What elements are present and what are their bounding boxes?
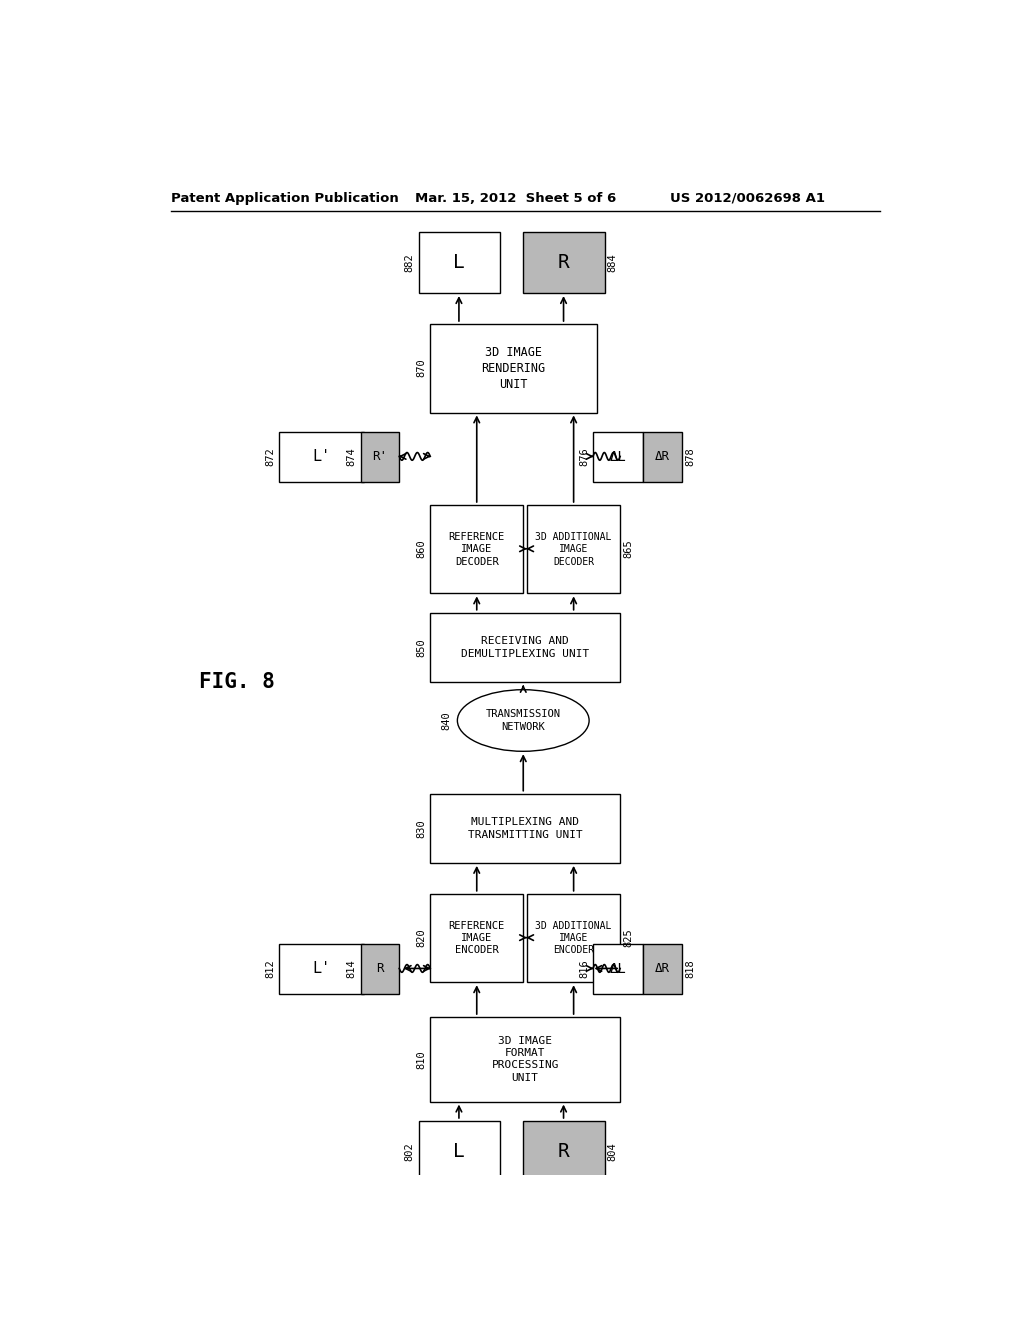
- Text: FIG. 8: FIG. 8: [199, 672, 274, 692]
- Text: Mar. 15, 2012  Sheet 5 of 6: Mar. 15, 2012 Sheet 5 of 6: [415, 191, 616, 205]
- Text: 882: 882: [404, 253, 415, 272]
- Text: 874: 874: [346, 447, 356, 466]
- Text: 814: 814: [346, 960, 356, 978]
- Bar: [419, 231, 500, 293]
- Text: ΔR: ΔR: [655, 450, 671, 463]
- Text: 3D IMAGE
RENDERING
UNIT: 3D IMAGE RENDERING UNIT: [481, 346, 546, 391]
- Text: 3D ADDITIONAL
IMAGE
ENCODER: 3D ADDITIONAL IMAGE ENCODER: [536, 920, 611, 956]
- Bar: [360, 944, 399, 994]
- Text: 870: 870: [417, 359, 426, 378]
- Text: REFERENCE
IMAGE
DECODER: REFERENCE IMAGE DECODER: [449, 532, 505, 566]
- Text: R: R: [558, 253, 569, 272]
- Text: US 2012/0062698 A1: US 2012/0062698 A1: [671, 191, 825, 205]
- Bar: [430, 1016, 621, 1102]
- Text: L': L': [312, 961, 331, 977]
- Text: 884: 884: [607, 253, 617, 272]
- Text: 3D IMAGE
FORMAT
PROCESSING
UNIT: 3D IMAGE FORMAT PROCESSING UNIT: [492, 1036, 559, 1082]
- Bar: [280, 432, 365, 482]
- Bar: [430, 612, 621, 682]
- Text: R: R: [376, 962, 384, 975]
- Text: 865: 865: [624, 540, 633, 558]
- Text: RECEIVING AND
DEMULTIPLEXING UNIT: RECEIVING AND DEMULTIPLEXING UNIT: [461, 636, 590, 659]
- Text: R': R': [373, 450, 387, 463]
- Bar: [527, 506, 621, 594]
- Text: 840: 840: [442, 711, 452, 730]
- Text: 850: 850: [417, 638, 426, 657]
- Bar: [430, 894, 523, 982]
- Text: MULTIPLEXING AND
TRANSMITTING UNIT: MULTIPLEXING AND TRANSMITTING UNIT: [468, 817, 583, 840]
- Text: ΔR: ΔR: [655, 962, 671, 975]
- Bar: [643, 432, 682, 482]
- Text: REFERENCE
IMAGE
ENCODER: REFERENCE IMAGE ENCODER: [449, 920, 505, 956]
- Text: 804: 804: [607, 1142, 617, 1162]
- Bar: [280, 944, 365, 994]
- Bar: [643, 944, 682, 994]
- Text: L: L: [454, 253, 465, 272]
- Text: 876: 876: [579, 447, 589, 466]
- Text: L: L: [454, 1142, 465, 1162]
- Text: L': L': [312, 449, 331, 465]
- Text: 810: 810: [417, 1049, 426, 1069]
- Bar: [419, 1121, 500, 1183]
- Bar: [360, 432, 399, 482]
- Bar: [430, 793, 621, 863]
- Bar: [523, 1121, 604, 1183]
- Text: ΔL: ΔL: [610, 962, 627, 975]
- Bar: [593, 432, 643, 482]
- Text: 802: 802: [404, 1142, 415, 1162]
- Bar: [523, 231, 604, 293]
- Text: Patent Application Publication: Patent Application Publication: [171, 191, 398, 205]
- Text: 872: 872: [265, 447, 275, 466]
- Text: 830: 830: [417, 818, 426, 838]
- Text: TRANSMISSION
NETWORK: TRANSMISSION NETWORK: [485, 709, 561, 731]
- Text: 878: 878: [685, 447, 695, 466]
- Text: R: R: [558, 1142, 569, 1162]
- Text: 3D ADDITIONAL
IMAGE
DECODER: 3D ADDITIONAL IMAGE DECODER: [536, 532, 611, 566]
- Text: 812: 812: [265, 960, 275, 978]
- Bar: [527, 894, 621, 982]
- Ellipse shape: [458, 689, 589, 751]
- Bar: [593, 944, 643, 994]
- Text: 860: 860: [417, 540, 426, 558]
- Text: 816: 816: [579, 960, 589, 978]
- Bar: [430, 323, 597, 412]
- Bar: [430, 506, 523, 594]
- Text: 825: 825: [624, 928, 633, 946]
- Text: ΔL: ΔL: [610, 450, 627, 463]
- Text: 818: 818: [685, 960, 695, 978]
- Text: 820: 820: [417, 928, 426, 946]
